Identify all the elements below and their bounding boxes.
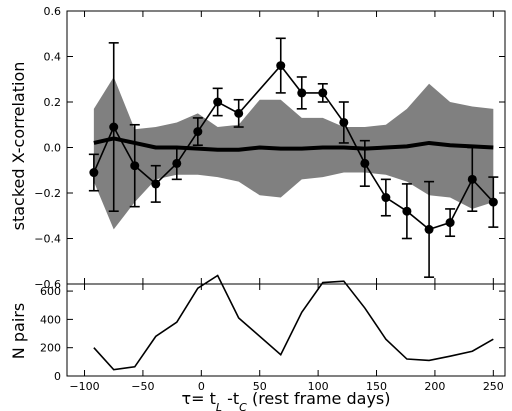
data-point (488, 197, 498, 207)
y-tick-label: 200 (40, 342, 61, 355)
data-point (402, 206, 412, 216)
data-point (89, 168, 99, 178)
data-point (234, 108, 244, 118)
y-tick-label: 0 (54, 370, 61, 383)
y-tick-label: 0.6 (44, 5, 62, 18)
top-y-axis-label: stacked X-correlation (9, 62, 28, 231)
data-point (193, 127, 203, 137)
data-point (172, 158, 182, 168)
y-tick-label: −0.6 (34, 278, 61, 291)
x-tick-label: 50 (253, 380, 267, 393)
data-point (318, 88, 328, 98)
x-tick-label: 200 (424, 380, 445, 393)
data-point (213, 97, 223, 107)
n-pairs-panel: 0 200 400 600 −100 −50 0 50 100 150 200 250 (40, 274, 506, 393)
y-tick-label: 0.4 (44, 51, 62, 64)
data-point (151, 179, 161, 189)
n-pairs-line (93, 274, 494, 371)
correlation-panel: −0.6 −0.4 −0.2 0.0 0.2 0.4 0.6 (34, 5, 506, 291)
mean-line (93, 136, 494, 152)
bottom-y-axis-label: N pairs (9, 303, 28, 359)
x-tick-label: 0 (198, 380, 205, 393)
data-point (339, 117, 349, 127)
y-tick-label: −0.4 (34, 233, 61, 246)
data-point (297, 88, 307, 98)
data-point (130, 161, 140, 171)
data-point (276, 61, 286, 71)
data-point (424, 224, 434, 234)
x-tick-label: −100 (69, 380, 99, 393)
x-tick-label: −50 (131, 380, 154, 393)
x-axis-label: τ= tL -tC (rest frame days) (181, 389, 390, 411)
x-tick-label: 100 (308, 380, 329, 393)
bottom-frame (66, 283, 506, 377)
x-tick-label: 250 (483, 380, 504, 393)
data-point (381, 193, 391, 203)
y-tick-label: 0.0 (44, 142, 62, 155)
y-tick-label: 600 (40, 285, 61, 298)
x-tick-label: 150 (366, 380, 387, 393)
confidence-band (93, 76, 494, 230)
y-tick-label: 400 (40, 313, 61, 326)
data-point (109, 122, 119, 132)
data-point (467, 174, 477, 184)
data-point (445, 218, 455, 228)
y-tick-label: −0.2 (34, 187, 61, 200)
y-tick-label: 0.2 (44, 96, 62, 109)
data-point (360, 158, 370, 168)
